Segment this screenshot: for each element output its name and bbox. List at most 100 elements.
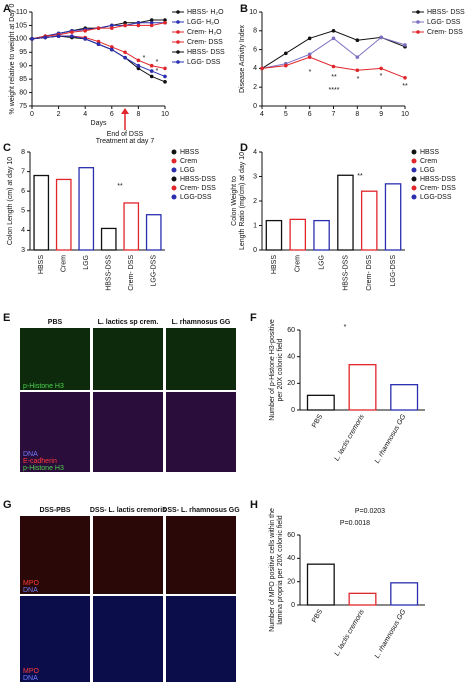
micrograph (20, 596, 90, 682)
y-tick-label: 20 (287, 579, 295, 586)
arrow-head (121, 108, 129, 114)
y-axis-label: Number of p-Histone H3-positive (269, 319, 276, 421)
annotation: * (309, 69, 312, 76)
y-tick-label: 1 (253, 222, 257, 229)
column-header: DSS- L. rhamnosus GG (162, 507, 240, 514)
column-header: DSS- L. lactis cremoris (90, 507, 166, 514)
bar (55, 178, 72, 251)
y-tick-label: 110 (16, 9, 27, 16)
bar (145, 214, 162, 251)
point (136, 63, 141, 68)
legend-marker (176, 50, 180, 54)
y-tick-label: 10 (249, 9, 257, 16)
point (307, 36, 312, 41)
x-tick-label: LGG (318, 255, 325, 270)
panel-letter: B (240, 3, 248, 15)
annotation: * (143, 55, 146, 62)
micrograph (93, 516, 163, 594)
panel-letter: F (250, 312, 257, 324)
y-tick-label: 85 (19, 76, 27, 83)
legend-label: LGG- DSS (427, 19, 461, 26)
x-axis-label: Days (91, 120, 107, 127)
y-tick-label: 5 (21, 208, 25, 215)
point (331, 29, 336, 33)
legend-label: LGG (420, 167, 435, 174)
legend-marker (171, 167, 177, 173)
legend-marker (176, 20, 180, 24)
x-tick-label: Crem- DSS (366, 255, 373, 291)
point (163, 80, 167, 84)
legend-marker (416, 20, 420, 24)
bar (78, 167, 95, 251)
point (307, 55, 312, 59)
y-tick-label: 40 (287, 354, 295, 361)
y-axis-label: per 20X colonic field (277, 338, 284, 401)
y-tick-label: 60 (287, 327, 295, 334)
legend-label: Crem- DSS (427, 29, 463, 36)
x-tick-label: LGG-DSS (151, 255, 158, 287)
legend-marker (416, 30, 420, 34)
annotation: End of DSS (107, 131, 144, 138)
y-tick-label: 60 (287, 532, 295, 539)
bar (384, 183, 402, 251)
bar (348, 364, 377, 411)
bar (390, 582, 419, 606)
bar (306, 394, 335, 411)
legend-marker (176, 30, 180, 34)
legend-label: Crem (420, 158, 437, 165)
point (83, 37, 87, 41)
point (379, 66, 383, 71)
point (110, 23, 114, 28)
legend-marker (176, 10, 180, 14)
y-tick-label: 0 (291, 407, 295, 414)
bar (390, 384, 419, 411)
legend-marker (411, 176, 417, 182)
y-tick-label: 20 (287, 380, 295, 387)
point (136, 20, 141, 25)
channel-label: MPO (23, 580, 40, 587)
legend-marker (171, 185, 177, 191)
legend-label: HBSS (180, 149, 199, 156)
legend-marker (176, 40, 180, 44)
bar (289, 218, 307, 251)
y-tick-label: 6 (21, 188, 25, 195)
series-line (261, 36, 406, 69)
point (379, 35, 383, 40)
point (163, 20, 167, 25)
point (307, 52, 312, 57)
column-header: DSS-PBS (39, 507, 70, 514)
micrograph (166, 596, 236, 682)
channel-label: DNA (23, 675, 38, 682)
point (403, 76, 407, 80)
point (149, 20, 154, 25)
point (136, 58, 141, 63)
legend-label: LGG-DSS (180, 194, 212, 201)
y-axis-label: Disease Activity Index (239, 24, 246, 93)
legend-marker (411, 185, 417, 191)
x-tick-label: HBSS-DSS (106, 255, 113, 291)
panel-letter: A (3, 3, 11, 15)
y-tick-label: 3 (253, 173, 257, 180)
point (136, 66, 141, 71)
point (110, 47, 114, 52)
point (163, 74, 167, 79)
y-tick-label: 80 (19, 89, 27, 96)
legend-label: Crem- DSS (187, 39, 223, 46)
micrograph (20, 392, 90, 472)
point (149, 63, 154, 68)
annotation: * (344, 324, 347, 331)
legend-label: HBSS- DSS (427, 9, 465, 16)
bar (313, 219, 330, 251)
legend-label: LGG (180, 167, 195, 174)
annotation: **** (329, 87, 340, 94)
point (56, 34, 61, 38)
y-tick-label: 100 (15, 36, 27, 43)
y-axis-label: Colon Weight to (231, 176, 238, 226)
legend-label: HBSS-DSS (180, 176, 216, 183)
annotation: P=0.0203 (355, 508, 385, 515)
annotation: ** (357, 173, 363, 180)
annotation: P=0.0018 (340, 520, 370, 527)
bar (337, 174, 354, 251)
x-tick-label: 0 (30, 111, 34, 118)
